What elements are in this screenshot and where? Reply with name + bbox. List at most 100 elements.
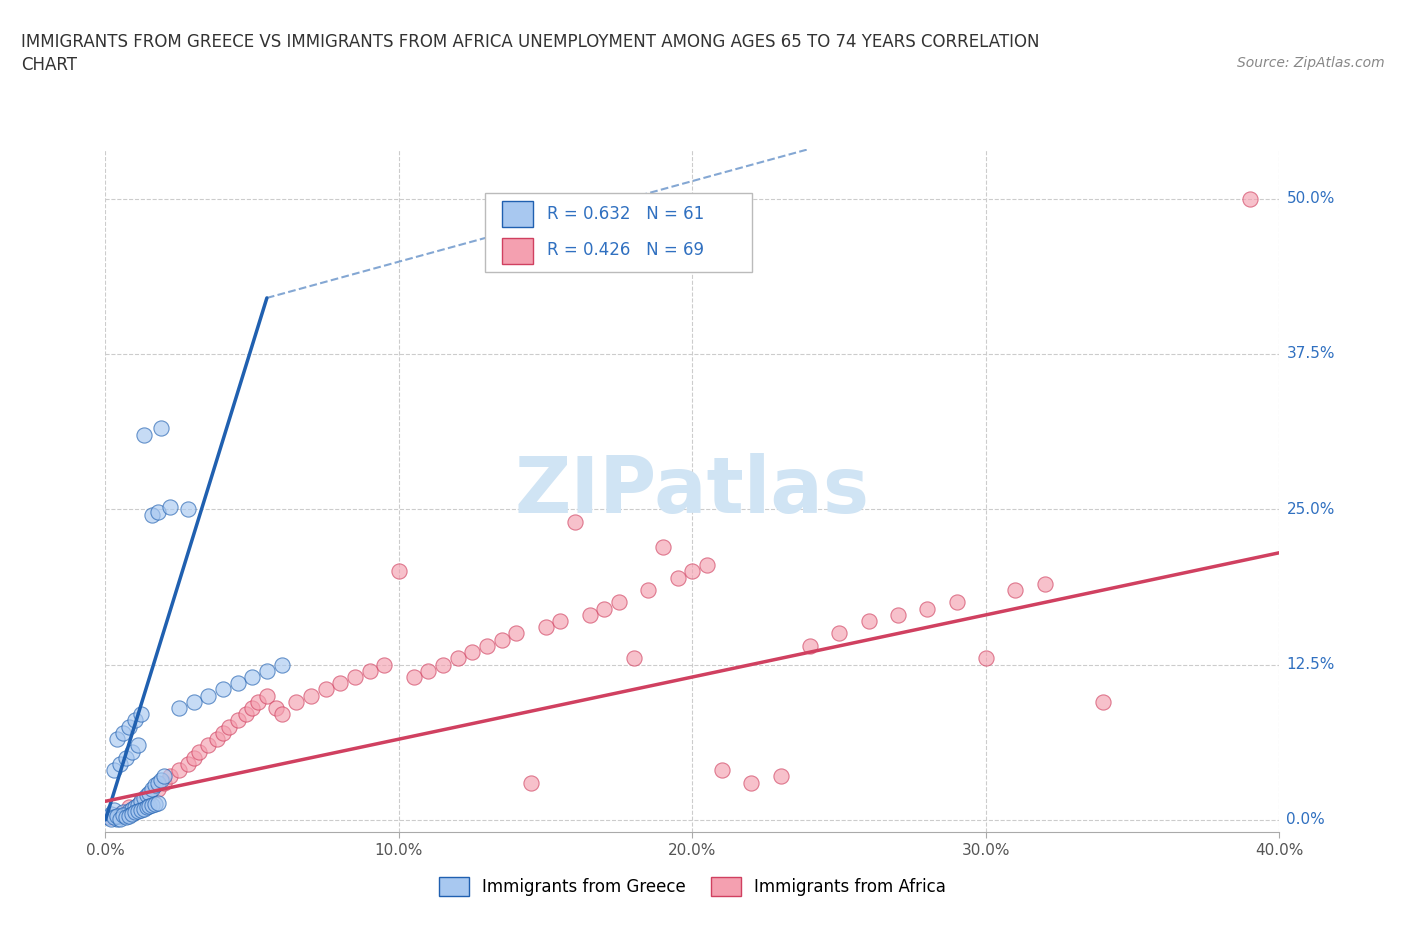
Point xyxy=(256,688,278,703)
Point xyxy=(108,757,131,772)
Point xyxy=(235,707,257,722)
Point xyxy=(127,737,149,752)
Point xyxy=(270,658,292,672)
Point xyxy=(132,802,155,817)
Point xyxy=(945,595,967,610)
Point xyxy=(124,713,146,728)
Point xyxy=(315,682,337,697)
Point xyxy=(607,595,630,610)
Point xyxy=(148,795,170,810)
Point xyxy=(446,651,468,666)
Point xyxy=(1033,577,1056,591)
Point xyxy=(505,626,527,641)
Point xyxy=(264,700,287,715)
Point xyxy=(682,564,704,578)
Text: CHART: CHART xyxy=(21,56,77,73)
Point xyxy=(388,564,411,578)
Point xyxy=(475,639,498,654)
Point xyxy=(197,737,219,752)
Point xyxy=(148,781,170,796)
Point xyxy=(240,700,263,715)
Point xyxy=(197,688,219,703)
Point xyxy=(124,805,146,820)
Point xyxy=(103,810,125,825)
Point xyxy=(150,421,173,436)
Point xyxy=(108,806,131,821)
Legend: Immigrants from Greece, Immigrants from Africa: Immigrants from Greece, Immigrants from … xyxy=(432,870,953,903)
Point xyxy=(564,514,586,529)
Point xyxy=(112,805,135,820)
Point xyxy=(183,695,205,710)
Point xyxy=(121,744,143,759)
Point xyxy=(112,807,135,822)
Point xyxy=(138,799,160,814)
Point xyxy=(97,810,120,825)
Text: 0.0%: 0.0% xyxy=(1286,813,1326,828)
Point xyxy=(105,811,128,826)
Point xyxy=(118,804,141,818)
Point xyxy=(143,777,166,792)
Point xyxy=(799,639,821,654)
Point xyxy=(121,802,143,817)
Point xyxy=(176,502,198,517)
Point xyxy=(176,757,198,772)
Point xyxy=(105,809,128,824)
Point xyxy=(167,700,190,715)
Point xyxy=(135,800,157,815)
Point xyxy=(593,601,616,616)
Point xyxy=(103,803,125,817)
Point xyxy=(769,769,792,784)
Text: Source: ZipAtlas.com: Source: ZipAtlas.com xyxy=(1237,56,1385,70)
Point xyxy=(129,707,152,722)
Point xyxy=(121,806,143,821)
Point xyxy=(240,670,263,684)
Point xyxy=(1092,695,1115,710)
Point xyxy=(115,810,138,825)
Point xyxy=(623,651,645,666)
Point xyxy=(141,798,163,813)
Point xyxy=(299,688,322,703)
Point xyxy=(520,776,543,790)
Point xyxy=(100,806,122,821)
Point xyxy=(138,788,160,803)
Point xyxy=(534,620,557,635)
Point xyxy=(153,769,176,784)
Point xyxy=(917,601,939,616)
Point xyxy=(124,800,146,815)
Text: ZIPatlas: ZIPatlas xyxy=(515,453,870,528)
Point xyxy=(343,670,366,684)
Point xyxy=(115,751,138,765)
Point xyxy=(129,794,152,809)
Point xyxy=(132,790,155,805)
Point xyxy=(100,811,122,826)
Point xyxy=(108,809,131,824)
Point xyxy=(418,663,440,678)
Point xyxy=(666,570,689,585)
Text: IMMIGRANTS FROM GREECE VS IMMIGRANTS FROM AFRICA UNEMPLOYMENT AMONG AGES 65 TO 7: IMMIGRANTS FROM GREECE VS IMMIGRANTS FRO… xyxy=(21,33,1039,50)
Point xyxy=(974,651,997,666)
Point xyxy=(887,607,910,622)
Point xyxy=(127,798,149,813)
Point xyxy=(118,809,141,824)
Point xyxy=(167,763,190,777)
Point xyxy=(159,499,181,514)
Point xyxy=(118,719,141,734)
Point xyxy=(285,695,308,710)
Point xyxy=(402,670,425,684)
Point xyxy=(696,558,718,573)
Text: 25.0%: 25.0% xyxy=(1286,501,1334,517)
Point xyxy=(132,427,155,442)
Point xyxy=(550,614,572,629)
Point xyxy=(183,751,205,765)
Point xyxy=(218,719,240,734)
Point xyxy=(115,807,138,822)
Point xyxy=(1239,191,1261,206)
Point xyxy=(188,744,211,759)
Text: R = 0.632   N = 61: R = 0.632 N = 61 xyxy=(547,206,704,223)
Point xyxy=(578,607,600,622)
Point xyxy=(141,508,163,523)
Point xyxy=(256,663,278,678)
Text: 12.5%: 12.5% xyxy=(1286,658,1334,672)
Point xyxy=(127,804,149,818)
Point xyxy=(1004,582,1026,597)
